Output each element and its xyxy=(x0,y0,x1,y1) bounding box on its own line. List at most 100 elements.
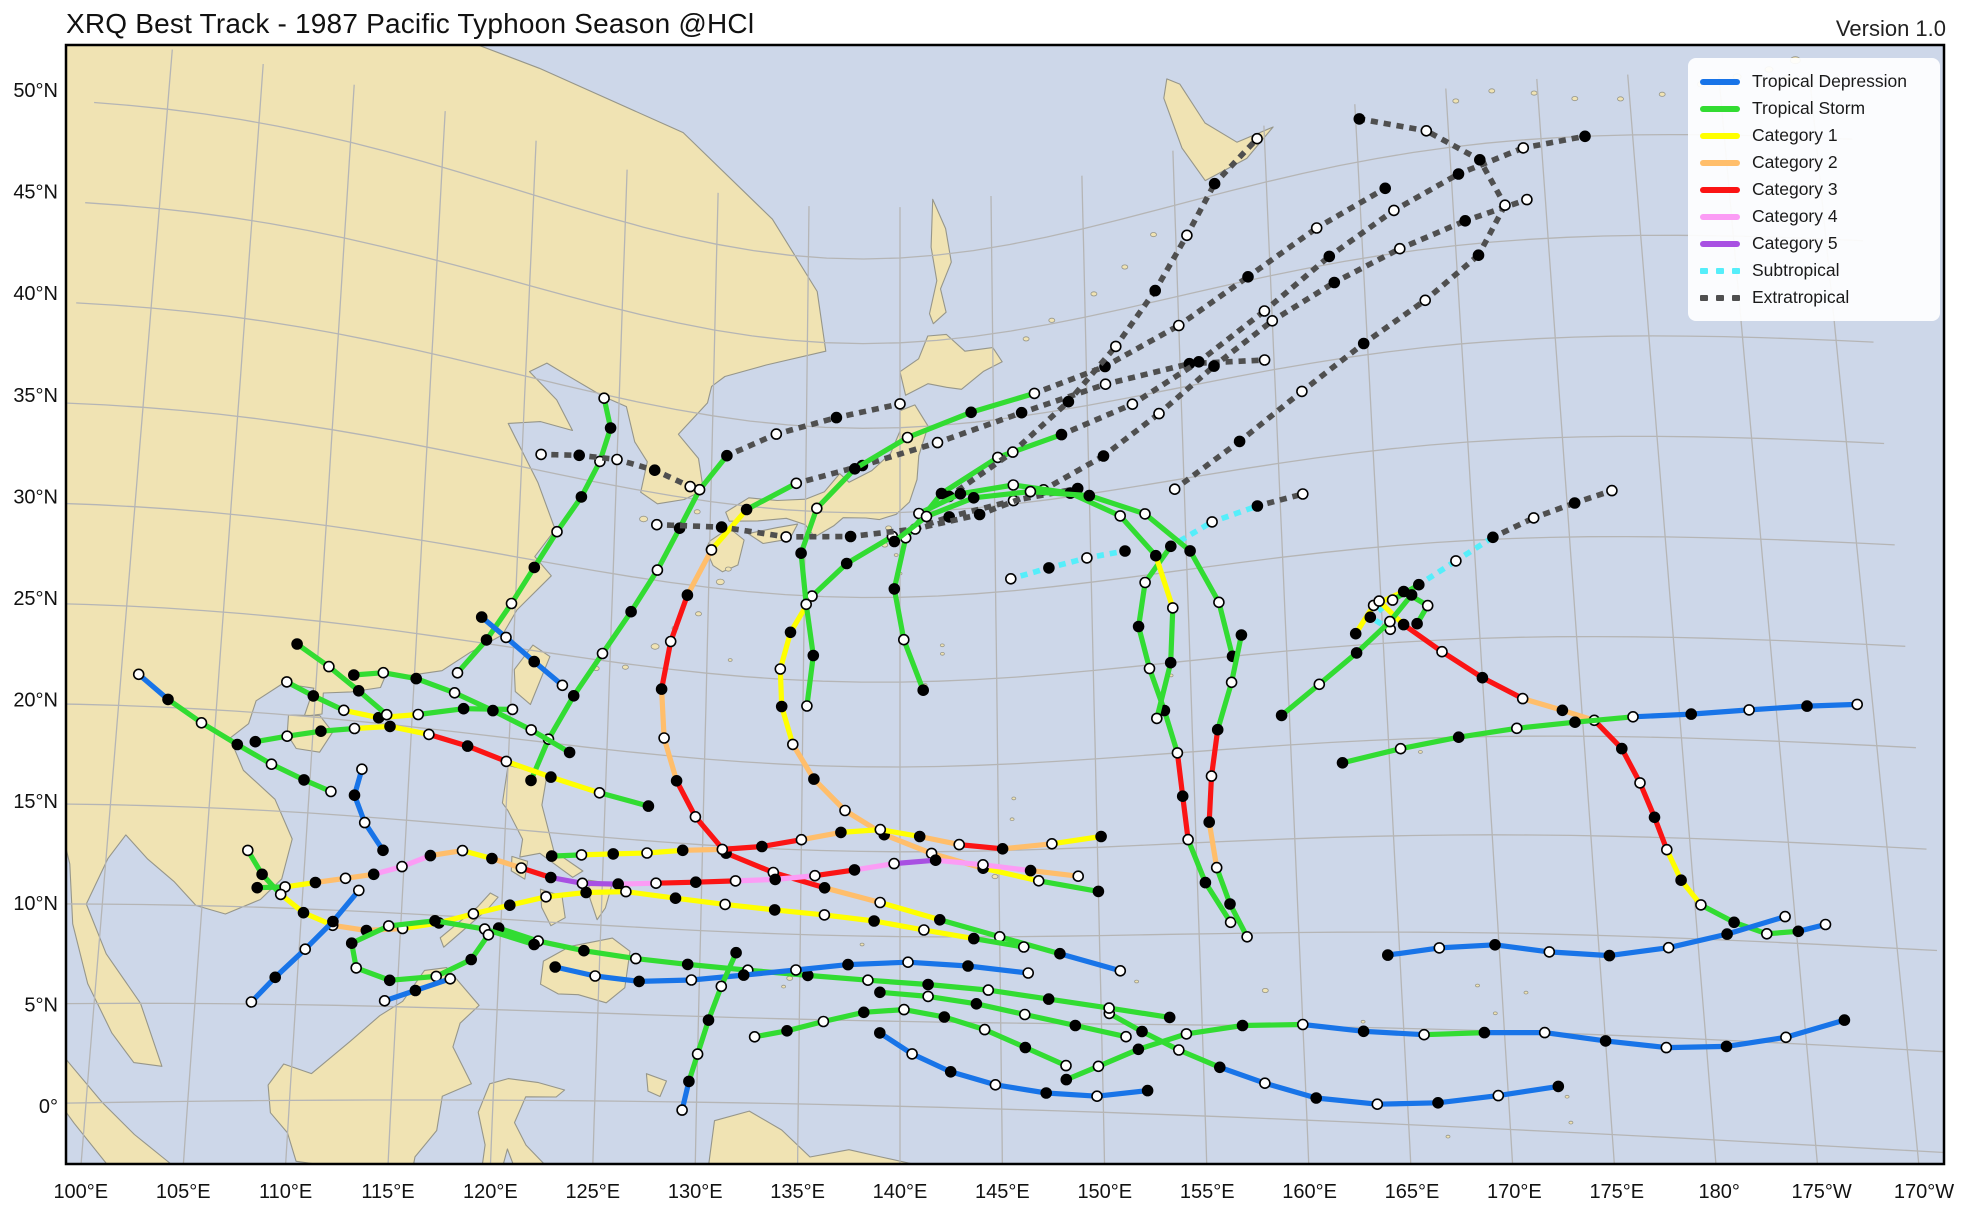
storm-track xyxy=(378,972,457,1007)
track-segment xyxy=(413,675,458,696)
track-point-fix xyxy=(528,938,540,951)
lon-tick-label: 135°E xyxy=(770,1181,825,1203)
track-point-open xyxy=(691,1048,704,1060)
track-segment xyxy=(658,638,674,692)
track-point-fix xyxy=(1150,549,1162,562)
storm-track xyxy=(748,1003,1072,1072)
legend-label-st: Subtropical xyxy=(1752,260,1840,280)
track-point-open xyxy=(1099,378,1112,391)
lon-tick-label: 180° xyxy=(1699,1181,1740,1203)
track-segment xyxy=(496,925,541,944)
track-segment xyxy=(503,758,554,780)
track-segment xyxy=(1244,224,1321,281)
track-point-fix xyxy=(1364,611,1377,624)
track-point-open xyxy=(1180,1028,1193,1040)
track-segment xyxy=(971,935,1027,950)
track-point-open xyxy=(500,631,512,644)
track-point-open xyxy=(132,668,145,681)
track-point-fix xyxy=(913,830,926,843)
track-segment xyxy=(790,741,817,782)
islet xyxy=(1150,232,1157,238)
track-point-open xyxy=(280,676,293,688)
track-point-fix xyxy=(633,975,645,988)
track-segment xyxy=(933,409,1026,447)
track-point-fix xyxy=(528,561,541,574)
track-segment xyxy=(777,666,785,710)
track-point-fix xyxy=(795,547,807,560)
legend-label-et: Extratropical xyxy=(1752,287,1850,307)
track-point-fix xyxy=(256,868,268,881)
track-segment xyxy=(1036,878,1102,895)
track-segment xyxy=(1452,533,1497,565)
lat-tick-label: 25°N xyxy=(13,588,58,610)
track-point-fix xyxy=(888,583,901,595)
track-segment xyxy=(268,761,307,783)
track-segment xyxy=(888,513,953,540)
islet xyxy=(939,643,945,648)
track-point-open xyxy=(1139,576,1151,589)
track-point-fix xyxy=(347,669,360,681)
track-point-open xyxy=(795,833,808,846)
track-segment xyxy=(965,963,1031,976)
track-point-fix xyxy=(844,530,857,543)
storm-track xyxy=(348,763,389,857)
track-segment xyxy=(507,894,549,908)
lon-tick-label: 100°E xyxy=(53,1181,108,1203)
track-segment xyxy=(1018,380,1110,417)
track-point-fix xyxy=(545,850,558,862)
track-point-open xyxy=(1171,747,1184,759)
track-point-open xyxy=(676,1104,688,1116)
lon-tick-label: 175°E xyxy=(1589,1181,1644,1203)
track-segment xyxy=(1353,618,1393,656)
track-point-fix xyxy=(1060,1073,1073,1086)
track-segment xyxy=(1421,1029,1488,1038)
track-segment xyxy=(578,458,603,500)
track-point-fix xyxy=(1556,704,1569,717)
track-point-fix xyxy=(1141,1084,1154,1097)
track-segment xyxy=(759,837,805,850)
track-point-open xyxy=(1241,930,1253,943)
legend-item-c3: Category 3 xyxy=(1700,176,1928,203)
track-point-fix xyxy=(830,411,843,424)
graticule-meridian xyxy=(1627,74,1717,1164)
landmass-asia-mainland xyxy=(66,45,827,1067)
track-point-fix xyxy=(1792,925,1805,938)
track-segment xyxy=(1208,727,1221,779)
legend-swatch-td-icon xyxy=(1700,78,1740,85)
track-point-fix xyxy=(1472,249,1485,261)
track-point-fix xyxy=(888,535,901,548)
storm-track xyxy=(874,986,1132,1043)
track-segment xyxy=(992,1082,1049,1096)
track-point-fix xyxy=(1208,177,1221,190)
lat-tick-label: 15°N xyxy=(13,791,58,813)
track-point-fix xyxy=(1568,497,1581,509)
track-segment xyxy=(1454,144,1527,178)
track-segment xyxy=(891,586,907,643)
track-segment xyxy=(779,703,796,748)
graticule-parallel xyxy=(66,703,1916,768)
graticule-meridian xyxy=(1354,104,1412,1164)
track-point-fix xyxy=(384,720,396,733)
track-point-fix xyxy=(1721,928,1733,940)
track-point-open xyxy=(1168,483,1181,496)
track-point-open xyxy=(1173,319,1185,332)
track-point-open xyxy=(1266,314,1279,327)
islet xyxy=(1261,988,1269,994)
track-point-fix xyxy=(607,848,620,860)
track-segment xyxy=(1439,649,1486,681)
track-point-fix xyxy=(1476,671,1489,684)
track-segment xyxy=(1166,518,1216,551)
track-point-fix xyxy=(1176,790,1189,803)
track-segment xyxy=(633,955,691,968)
track-point-fix xyxy=(683,1075,695,1088)
track-segment xyxy=(925,981,991,993)
track-point-open xyxy=(684,480,697,493)
track-segment xyxy=(554,494,585,535)
track-point-fix xyxy=(1242,270,1254,283)
track-point-fix xyxy=(996,842,1009,855)
track-point-open xyxy=(1517,142,1530,154)
track-segment xyxy=(932,857,986,868)
islet xyxy=(1658,91,1666,97)
track-segment xyxy=(1086,493,1148,517)
track-point-open xyxy=(1114,964,1127,977)
